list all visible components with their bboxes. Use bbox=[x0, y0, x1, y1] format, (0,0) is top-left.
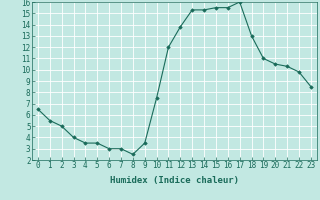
X-axis label: Humidex (Indice chaleur): Humidex (Indice chaleur) bbox=[110, 176, 239, 185]
